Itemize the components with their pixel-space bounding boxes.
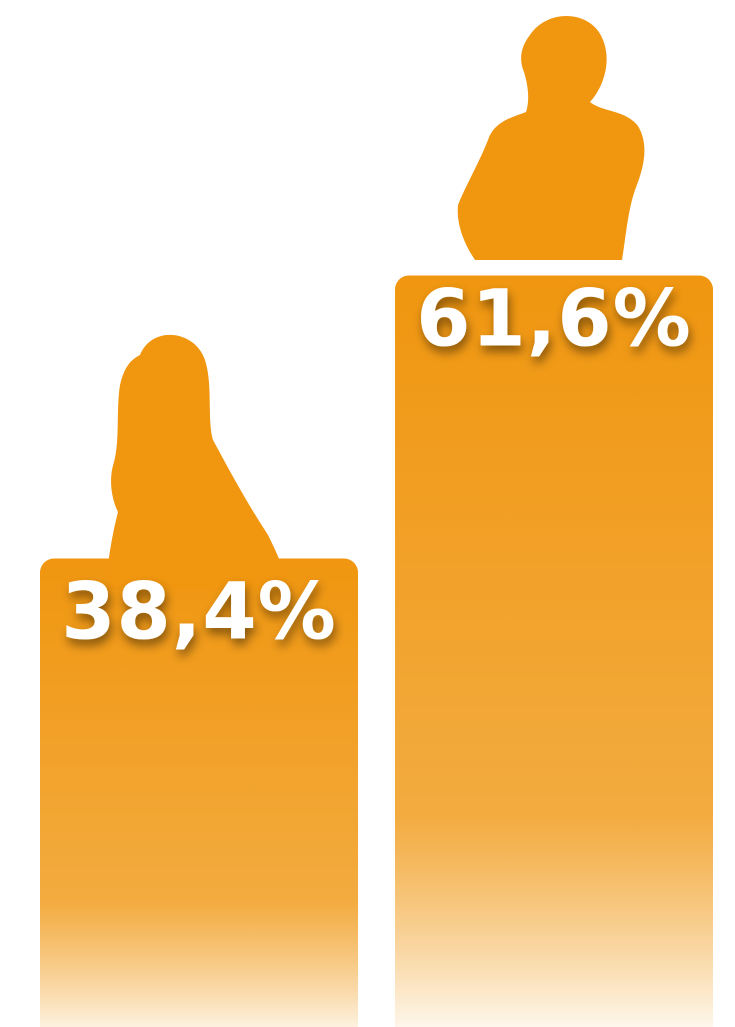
data-label: 61,6% bbox=[416, 274, 692, 364]
bar bbox=[395, 275, 713, 1027]
woman-silhouette-icon bbox=[105, 334, 290, 590]
bar bbox=[40, 558, 358, 1027]
data-label: 38,4% bbox=[61, 568, 337, 658]
man-silhouette-icon bbox=[457, 16, 645, 261]
